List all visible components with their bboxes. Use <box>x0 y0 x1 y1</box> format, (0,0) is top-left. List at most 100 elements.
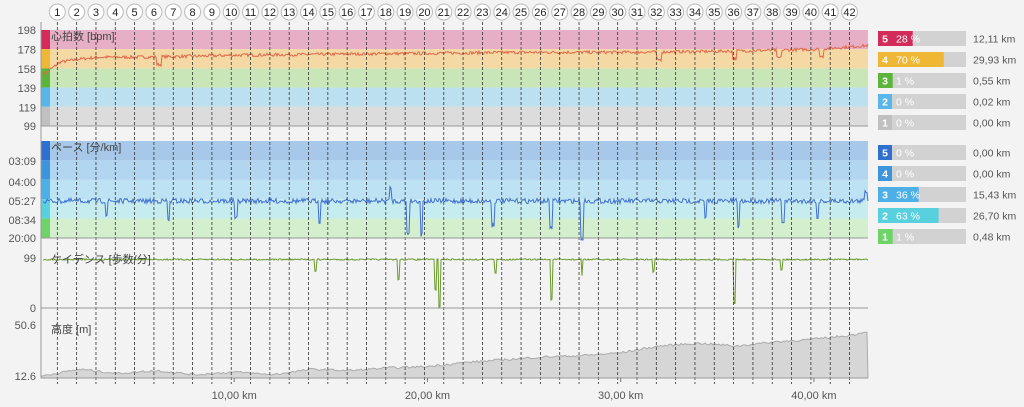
heart-zone-strip-1 <box>41 106 50 126</box>
heart-zone-percent: 0 % <box>896 97 914 109</box>
pace-zone-strip-3 <box>41 179 50 200</box>
heart-tick-label: 178 <box>18 45 36 57</box>
pace-zone-id-box <box>878 229 892 244</box>
km-marker-badge <box>319 3 337 21</box>
km-marker-badge <box>512 3 530 21</box>
heart-zone-id: 4 <box>882 55 888 67</box>
heart-zone-id-box <box>878 94 892 109</box>
pace-zone-band-4 <box>41 160 868 180</box>
km-marker-label: 2 <box>74 7 80 19</box>
km-marker-badge <box>570 3 588 21</box>
altitude-tick-label: 50.6 <box>15 320 36 332</box>
km-marker-label: 28 <box>573 7 585 19</box>
km-marker-label: 36 <box>727 7 739 19</box>
km-marker-label: 34 <box>689 7 701 19</box>
pace-zone-id-box <box>878 145 892 160</box>
km-marker-badge <box>280 3 298 21</box>
heart-zone-distance: 12,11 km <box>973 34 1016 46</box>
pace-zone-id-box <box>878 166 892 181</box>
km-marker-badge <box>763 3 781 21</box>
km-marker-label: 19 <box>399 7 411 19</box>
km-marker-label: 32 <box>650 7 662 19</box>
pace-zone-bar-fill <box>892 208 939 223</box>
km-marker-label: 15 <box>322 7 334 19</box>
km-marker-badge <box>686 3 704 21</box>
km-marker-badge <box>87 3 105 21</box>
heart-zone-band-1 <box>41 106 868 126</box>
heart-zone-bar-fill <box>892 31 913 46</box>
km-marker-label: 42 <box>843 7 855 19</box>
km-marker-label: 40 <box>805 7 817 19</box>
pace-tick-label: 03:09 <box>8 156 36 168</box>
km-marker-badge <box>725 3 743 21</box>
x-tick-label: 10,00 km <box>212 390 257 402</box>
heart-zone-band-5 <box>41 30 868 50</box>
heart-title: 心拍数 [bpm] <box>51 29 115 43</box>
heart-tick-label: 139 <box>18 83 36 95</box>
km-marker-label: 24 <box>496 7 508 19</box>
cadence-title: ケイデンス [歩数/分] <box>51 252 151 266</box>
km-marker-label: 23 <box>476 7 488 19</box>
heart-zone-id-box <box>878 52 892 67</box>
cadence-line <box>42 257 869 310</box>
pace-zone-strip-1 <box>41 218 50 238</box>
km-marker-badge <box>473 3 491 21</box>
km-marker-badge <box>841 3 859 21</box>
heart-tick-label: 158 <box>18 64 36 76</box>
pace-zone-distance: 0,00 km <box>973 169 1011 181</box>
km-marker-badge <box>493 3 511 21</box>
heart-zone-percent: 1 % <box>896 76 914 88</box>
km-marker-badge <box>126 3 144 21</box>
pace-zone-id-box <box>878 208 892 223</box>
pace-zone-band-3 <box>41 179 868 200</box>
altitude-title: 高度 [m] <box>51 322 91 336</box>
heart-zone-band-4 <box>41 49 868 69</box>
km-marker-badge <box>705 3 723 21</box>
km-marker-label: 4 <box>112 7 118 19</box>
km-marker-label: 27 <box>554 7 566 19</box>
pace-zone-id-box <box>878 187 892 202</box>
heart-tick-label: 99 <box>24 121 36 133</box>
x-tick-label: 20,00 km <box>405 390 450 402</box>
km-marker-badge <box>415 3 433 21</box>
pace-zone-bar-bg <box>878 229 966 244</box>
km-marker-label: 31 <box>631 7 643 19</box>
km-marker-badge <box>338 3 356 21</box>
cadence-tick-label: 0 <box>30 303 36 315</box>
heart-zone-percent: 70 % <box>896 55 920 67</box>
km-marker-badge <box>435 3 453 21</box>
heart-zone-bar-fill <box>892 73 893 88</box>
km-marker-badge <box>48 3 66 21</box>
km-marker-badge <box>145 3 163 21</box>
heart-zone-distance: 0,02 km <box>973 97 1011 109</box>
pace-zone-bar-fill <box>892 187 919 202</box>
pace-zone-strip-2 <box>41 199 50 219</box>
pace-tick-label: 05:27 <box>8 196 36 208</box>
heart-zone-distance: 29,93 km <box>973 55 1016 67</box>
heart-zone-strip-2 <box>41 87 50 107</box>
km-marker-label: 17 <box>360 7 372 19</box>
km-marker-badge <box>744 3 762 21</box>
km-marker-label: 33 <box>670 7 682 19</box>
pace-zone-percent: 36 % <box>896 190 920 202</box>
altitude-tick-label: 12.6 <box>15 371 36 383</box>
km-marker-label: 18 <box>380 7 392 19</box>
km-marker-label: 8 <box>190 7 196 19</box>
km-marker-badge <box>609 3 627 21</box>
km-marker-badge <box>357 3 375 21</box>
km-marker-badge <box>647 3 665 21</box>
pace-zone-id: 4 <box>882 169 888 181</box>
pace-zone-strip-4 <box>41 160 50 180</box>
km-marker-label: 12 <box>264 7 276 19</box>
heart-zone-strip-5 <box>41 30 50 50</box>
pace-zone-bar-fill <box>892 229 893 244</box>
pace-zone-bar-bg <box>878 166 966 181</box>
km-marker-badge <box>300 3 318 21</box>
heart-tick-label: 198 <box>18 25 36 37</box>
km-marker-label: 21 <box>438 7 450 19</box>
km-marker-badge <box>454 3 472 21</box>
pace-zone-id: 5 <box>882 148 888 160</box>
km-marker-badge <box>628 3 646 21</box>
